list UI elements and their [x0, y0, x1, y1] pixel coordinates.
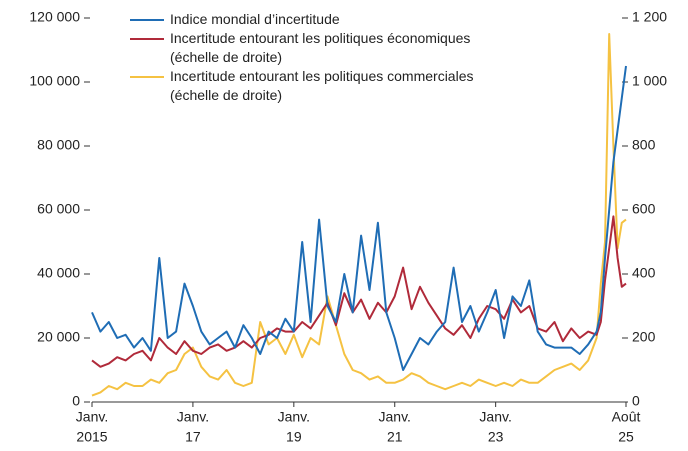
legend-label: Indice mondial d’incertitude	[170, 11, 340, 27]
legend-entry: Indice mondial d’incertitude	[130, 10, 482, 29]
y2-tick-label: 600	[632, 201, 656, 217]
x-tick-label: 17	[185, 429, 201, 445]
x-tick-label: Août	[612, 409, 641, 425]
y-tick-label: 20 000	[37, 329, 80, 345]
y2-tick-label: 0	[632, 393, 640, 409]
legend-swatch	[130, 76, 164, 78]
legend: Indice mondial d’incertitude Incertitude …	[130, 10, 482, 105]
legend-entry: Incertitude entourant les politiques com…	[130, 67, 482, 105]
y2-tick-label: 1 000	[632, 73, 667, 89]
series-line	[91, 65, 627, 371]
x-tick-label: 23	[488, 429, 504, 445]
legend-label: Incertitude entourant les politiques com…	[170, 68, 474, 103]
y-tick-label: 40 000	[37, 265, 80, 281]
legend-label: Incertitude entourant les politiques éco…	[170, 30, 471, 65]
x-tick-label: 25	[618, 429, 634, 445]
x-tick-label: 2015	[76, 429, 107, 445]
y2-tick-label: 400	[632, 265, 656, 281]
y2-tick-label: 1 200	[632, 9, 667, 25]
legend-entry: Incertitude entourant les politiques éco…	[130, 29, 482, 67]
y-tick-label: 100 000	[29, 73, 80, 89]
x-tick-label: Janv.	[76, 409, 108, 425]
series-line	[91, 215, 627, 368]
x-tick-label: 21	[387, 429, 403, 445]
y2-tick-label: 800	[632, 137, 656, 153]
legend-swatch	[130, 19, 164, 21]
y-tick-label: 80 000	[37, 137, 80, 153]
x-tick-label: Janv.	[177, 409, 209, 425]
x-tick-label: 19	[286, 429, 302, 445]
y2-tick-label: 200	[632, 329, 656, 345]
y-tick-label: 60 000	[37, 201, 80, 217]
y-tick-label: 120 000	[29, 9, 80, 25]
x-tick-label: Janv.	[379, 409, 411, 425]
x-tick-label: Janv.	[479, 409, 511, 425]
x-tick-label: Janv.	[278, 409, 310, 425]
y-tick-label: 0	[72, 393, 80, 409]
series-line	[91, 33, 627, 397]
legend-swatch	[130, 38, 164, 40]
